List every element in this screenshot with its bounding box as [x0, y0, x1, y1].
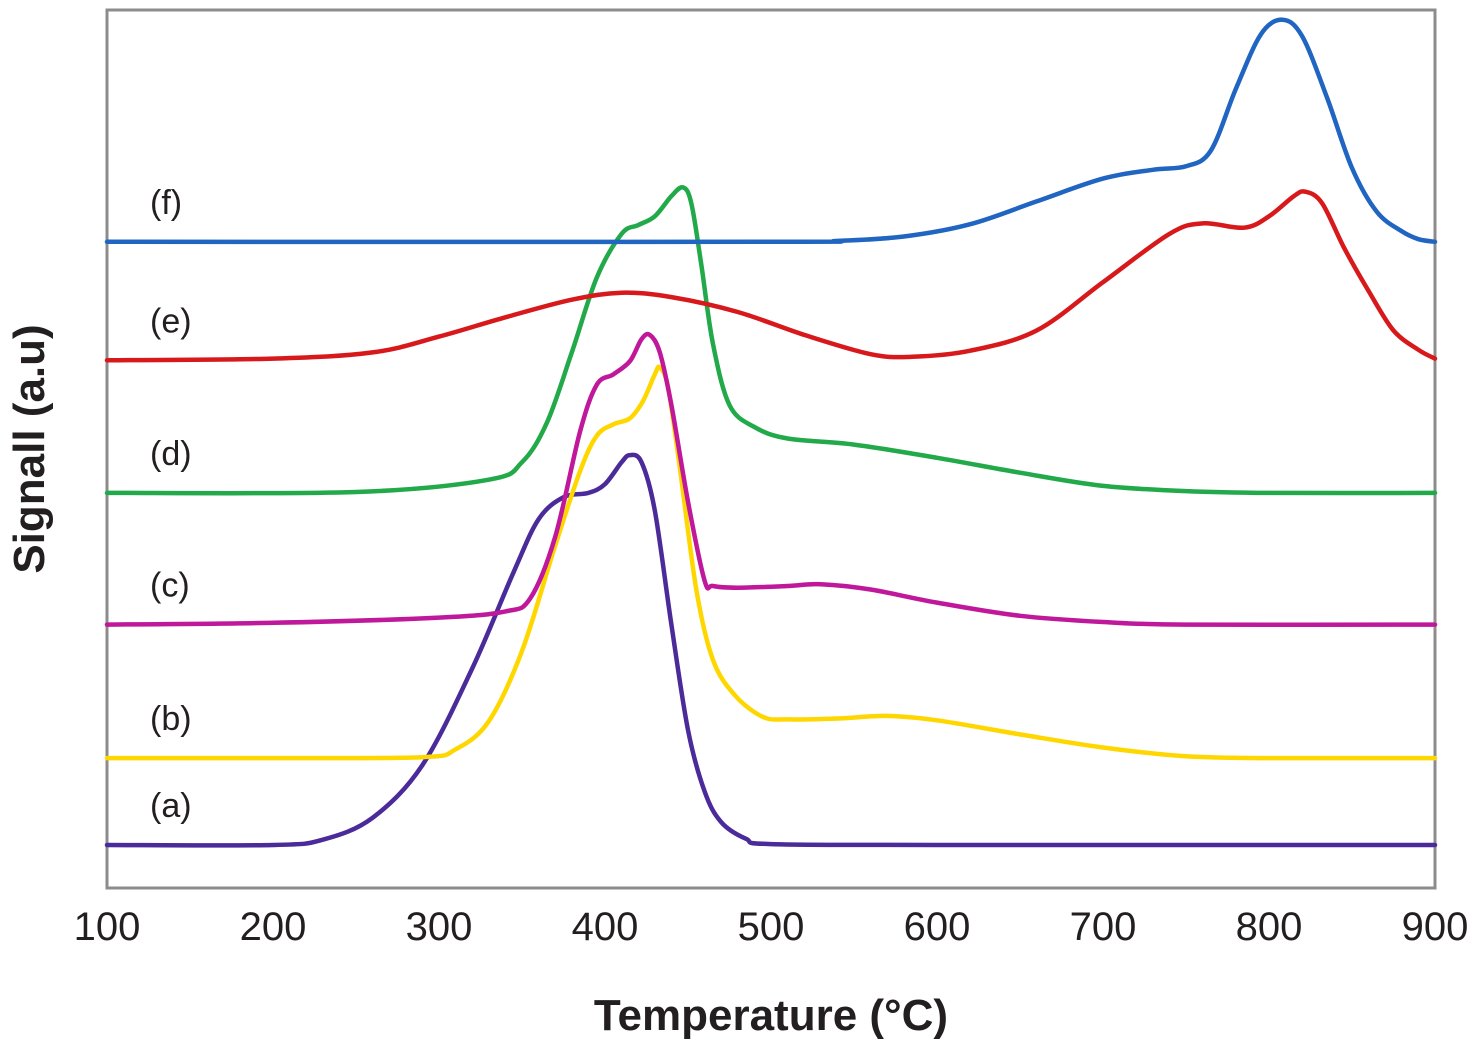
x-axis-title: Temperature (°C): [594, 991, 948, 1040]
y-axis-title: Signall (a.u): [5, 324, 54, 573]
series-line-c: [104, 331, 1438, 628]
x-tick-label: 400: [572, 905, 639, 949]
series-label-c: (c): [150, 567, 190, 605]
series-layer: [104, 17, 1438, 848]
series-line-b: [104, 364, 1438, 761]
series-label-a: (a): [150, 787, 192, 825]
x-tick-label: 100: [74, 905, 141, 949]
series-label-d: (d): [150, 435, 192, 473]
series-label-b: (b): [150, 700, 192, 738]
x-tick-label: 900: [1402, 905, 1469, 949]
series-line-a: [104, 452, 1438, 848]
series-label-f: (f): [150, 184, 182, 222]
x-tick-label: 700: [1070, 905, 1137, 949]
series-line-e: [104, 189, 1438, 363]
series-line-f: [104, 17, 1438, 245]
x-tick-label: 200: [240, 905, 307, 949]
x-axis-ticks: 100 200 300 400 500 600 700 800 900: [74, 905, 1469, 949]
plot-frame: [105, 8, 1437, 890]
x-tick-label: 300: [406, 905, 473, 949]
series-label-e: (e): [150, 302, 192, 340]
x-tick-label: 800: [1236, 905, 1303, 949]
series-label-layer: (a) (b) (c) (d) (e) (f): [150, 184, 192, 825]
x-tick-label: 500: [738, 905, 805, 949]
series-line-d: [104, 185, 1438, 496]
x-tick-label: 600: [904, 905, 971, 949]
